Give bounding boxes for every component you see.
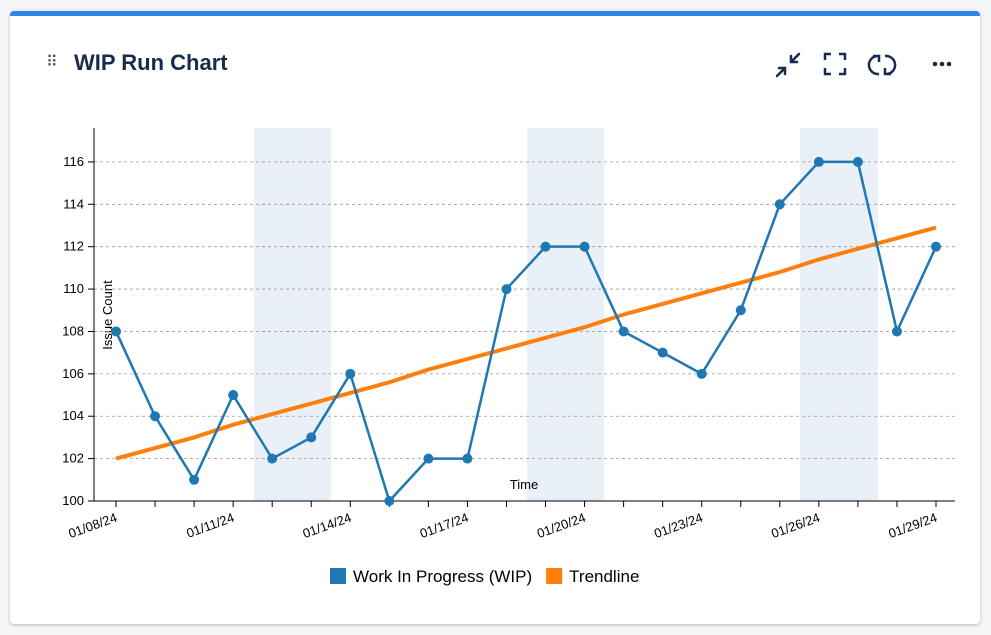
x-axis-label: Time: [510, 477, 538, 492]
series-line: [115, 225, 937, 461]
drag-handle[interactable]: ⠿: [46, 54, 58, 71]
y-tick-label: 110: [63, 281, 84, 296]
legend-label: Trendline: [569, 567, 639, 586]
series-line: [114, 160, 938, 504]
data-point: [852, 156, 863, 167]
y-tick-label: 100: [62, 493, 84, 508]
collapse-button[interactable]: [775, 52, 801, 78]
y-tick-label: 104: [62, 408, 84, 423]
data-point: [618, 326, 629, 337]
y-axis-label: Issue Count: [100, 280, 115, 350]
data-point: [931, 241, 941, 252]
fullscreen-button[interactable]: [823, 52, 847, 76]
data-point: [696, 368, 707, 379]
data-point: [345, 368, 356, 379]
x-tick-label: 01/14/24: [301, 510, 354, 541]
data-point: [150, 411, 161, 422]
weekend-band: [800, 128, 878, 501]
data-point: [267, 453, 278, 464]
data-point: [111, 326, 121, 337]
y-tick-label: 106: [62, 366, 84, 381]
data-point: [813, 156, 824, 167]
x-tick-label: 01/11/24: [184, 510, 236, 541]
data-point: [228, 390, 239, 401]
y-tick-label: 108: [62, 323, 84, 338]
refresh-button[interactable]: [867, 54, 897, 76]
x-tick-label: 01/29/24: [886, 510, 939, 541]
data-point: [384, 496, 395, 506]
data-point: [306, 432, 317, 443]
x-tick-label: 01/17/24: [418, 510, 471, 541]
legend-swatch: [330, 568, 346, 584]
widget-title: WIP Run Chart: [74, 50, 228, 75]
data-point: [891, 326, 902, 337]
x-tick-label: 01/26/24: [769, 510, 822, 541]
legend-label: Work In Progress (WIP): [353, 567, 532, 586]
y-tick-label: 102: [62, 451, 84, 466]
more-button[interactable]: [932, 61, 952, 67]
data-point: [774, 199, 785, 210]
data-point: [540, 241, 551, 252]
toolbar: [775, 52, 952, 78]
legend-swatch: [546, 568, 563, 584]
data-point: [579, 241, 590, 252]
data-point: [657, 347, 668, 358]
data-point: [423, 453, 434, 464]
x-tick-label: 01/20/24: [535, 510, 588, 541]
weekend-band: [254, 128, 331, 501]
x-tick-label: 01/23/24: [652, 510, 705, 541]
data-point: [462, 453, 473, 464]
x-tick-label: 01/08/24: [66, 510, 119, 541]
weekend-band: [527, 128, 604, 501]
data-point: [735, 305, 746, 316]
data-point: [501, 284, 512, 295]
y-tick-label: 116: [63, 154, 84, 169]
y-tick-label: 114: [63, 196, 84, 211]
y-tick-label: 112: [63, 239, 84, 254]
data-point: [189, 474, 200, 485]
